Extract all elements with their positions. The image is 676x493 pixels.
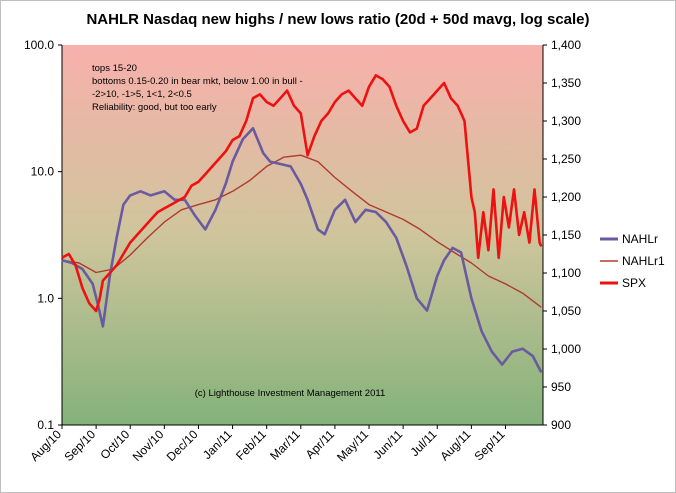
x-tick-label: Sep/10 <box>61 427 98 464</box>
x-tick-label: Jul/11 <box>407 427 439 459</box>
x-tick-label: May/11 <box>334 427 371 464</box>
plot-area-background <box>62 45 543 425</box>
series-line-spx <box>61 74 543 313</box>
left-axis: 0.1 1.0 10.0 100.0 <box>24 38 63 432</box>
chart-title: NAHLR Nasdaq new highs / new lows ratio … <box>86 11 589 28</box>
copyright-text: (c) Lighthouse Investment Management 201… <box>195 388 385 399</box>
right-axis: 900 950 1,000 1,050 1,100 1,150 1,200 1,250 1,30… <box>542 38 581 432</box>
right-tick-label: 1,300 <box>551 114 581 128</box>
left-tick-label: 100.0 <box>24 38 54 52</box>
right-tick-label: 1,000 <box>551 342 581 356</box>
legend-label: NAHLr <box>622 232 658 246</box>
annotation-line: -2>10, -1>5, 1<1, 2<0.5 <box>92 89 192 100</box>
legend: NAHLr NAHLr1 SPX <box>600 232 665 290</box>
right-tick-label: 1,050 <box>551 304 581 318</box>
legend-label: NAHLr1 <box>622 254 665 268</box>
x-tick-label: Jun/11 <box>371 427 406 462</box>
right-tick-label: 1,200 <box>551 190 581 204</box>
series-layer <box>61 74 543 374</box>
right-tick-label: 1,400 <box>551 38 581 52</box>
left-tick-label: 0.1 <box>37 418 54 432</box>
annotation-line: bottoms 0.15-0.20 in bear mkt, below 1.0… <box>92 76 303 87</box>
x-tick-label: Mar/11 <box>267 427 303 463</box>
x-tick-label: Feb/11 <box>233 427 269 463</box>
x-tick-label: Aug/10 <box>27 427 64 464</box>
x-tick-label: Nov/10 <box>130 427 167 464</box>
right-tick-label: 950 <box>551 380 571 394</box>
x-tick-label: Aug/11 <box>437 427 473 463</box>
annotation-line: Reliability: good, but too early <box>92 102 217 113</box>
x-tick-label: Dec/10 <box>164 427 201 464</box>
right-tick-label: 900 <box>551 418 571 432</box>
series-line-nahlr <box>61 127 543 374</box>
left-tick-label: 1.0 <box>37 291 54 305</box>
left-tick-label: 10.0 <box>31 165 55 179</box>
right-tick-label: 1,350 <box>551 76 581 90</box>
right-tick-label: 1,150 <box>551 228 581 242</box>
right-tick-label: 1,100 <box>551 266 581 280</box>
legend-label: SPX <box>622 276 646 290</box>
right-tick-label: 1,250 <box>551 152 581 166</box>
series-line-nahlr1 <box>61 154 542 308</box>
x-tick-label: Jan/11 <box>200 427 235 462</box>
x-tick-label: Sep/11 <box>471 427 507 463</box>
x-tick-label: Oct/10 <box>97 427 132 462</box>
annotation: tops 15-20 bottoms 0.15-0.20 in bear mkt… <box>92 63 303 113</box>
annotation-line: tops 15-20 <box>92 63 137 74</box>
x-tick-label: Apr/11 <box>303 427 338 462</box>
